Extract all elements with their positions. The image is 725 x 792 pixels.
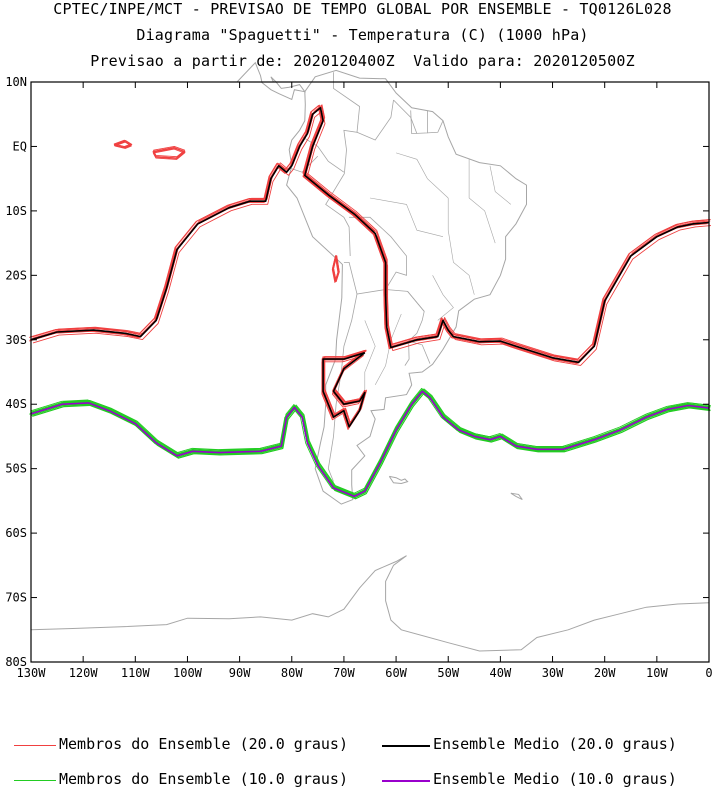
lon-tick-label: 100W [173, 666, 203, 680]
ensemble-member-20-island [331, 256, 339, 283]
coastline-south-america [286, 69, 527, 505]
lon-tick-label: 60W [385, 666, 407, 680]
country-border [356, 99, 394, 141]
legend-swatch-mean-20 [382, 745, 430, 747]
legend-swatch-members-20 [14, 745, 56, 746]
state-border [468, 159, 496, 244]
state-border [364, 320, 376, 398]
borders-layer [290, 72, 511, 482]
title-line-1: CPTEC/INPE/MCT - PREVISAO DE TEMPO GLOBA… [53, 0, 672, 18]
country-border [333, 72, 361, 174]
lon-tick-label: 110W [121, 666, 151, 680]
coastline-central-america [236, 61, 306, 101]
lon-tick-label: 10W [646, 666, 668, 680]
ensemble-member-20-island [114, 141, 132, 149]
lat-tick-label: 30S [5, 333, 27, 347]
lon-tick-label: 90W [229, 666, 251, 680]
ensemble-member-20 [30, 107, 709, 364]
map-frame [30, 81, 710, 663]
coastline-antarctica [30, 555, 710, 652]
ensemble-member-10 [30, 387, 709, 494]
country-border [290, 155, 319, 173]
lat-tick-label: 20S [5, 268, 27, 282]
ensemble-member-20 [29, 108, 708, 364]
state-border [447, 198, 475, 295]
legend-label-members-10: Membros do Ensemble (10.0 graus) [59, 770, 348, 788]
lat-tick-label: 70S [5, 591, 27, 605]
coastline-falklands [388, 475, 409, 485]
ensemble-member-20-island [113, 139, 132, 148]
ensemble-member-20 [31, 107, 710, 363]
state-border [369, 197, 444, 237]
country-border [404, 291, 425, 366]
lat-tick-label: 50S [5, 462, 27, 476]
lon-tick-label: 120W [69, 666, 99, 680]
lon-tick-label: 40W [490, 666, 512, 680]
members-20-layer [28, 104, 712, 430]
country-border [427, 120, 444, 134]
country-border [301, 136, 345, 173]
ensemble-member-20 [30, 106, 710, 363]
state-border [374, 313, 402, 386]
lat-tick-label: 80S [5, 655, 27, 669]
ensemble-member-20 [29, 104, 708, 361]
lat-tick-label: 10N [5, 75, 27, 89]
title-line-3: Previsao a partir de: 2020120400Z Valido… [90, 52, 635, 70]
country-border [410, 110, 428, 135]
country-border [349, 216, 407, 290]
ensemble-mean-layer [30, 107, 710, 498]
ensemble-member-10 [32, 393, 711, 500]
legend-label-mean-10: Ensemble Medio (10.0 graus) [433, 770, 677, 788]
state-border [489, 165, 511, 205]
legend-swatch-mean-10 [382, 780, 430, 782]
lon-tick-label: 50W [437, 666, 459, 680]
legend-label-members-20: Membros do Ensemble (20.0 graus) [59, 735, 348, 753]
lon-tick-label: 130W [17, 666, 47, 680]
country-border [325, 173, 351, 257]
state-border [396, 152, 449, 199]
title-line-2: Diagrama "Spaguetti" - Temperatura (C) (… [136, 26, 589, 44]
ensemble-member-20 [30, 107, 709, 364]
lon-tick-label: 70W [333, 666, 355, 680]
lon-tick-label: 30W [542, 666, 564, 680]
lon-tick-label: 0 [705, 666, 712, 680]
state-border [432, 275, 454, 321]
ensemble-member-20-island [152, 148, 185, 160]
country-border [408, 340, 431, 364]
legend-swatch-members-10 [14, 780, 56, 781]
coastlines-layer [30, 61, 710, 652]
legend-label-mean-20: Ensemble Medio (20.0 graus) [433, 735, 677, 753]
lat-tick-label: 40S [5, 397, 27, 411]
lon-tick-label: 20W [594, 666, 616, 680]
coastline-south-georgia [510, 492, 523, 501]
lat-tick-label: 60S [5, 526, 27, 540]
country-border [393, 99, 418, 134]
ensemble-member-20-island [153, 147, 186, 159]
ensemble-member-20-loop [321, 354, 365, 430]
ensemble-member-20-island [333, 255, 340, 282]
ensemble-mean-10 [30, 390, 710, 498]
country-border [327, 293, 358, 482]
ensemble-member-20 [29, 108, 708, 364]
lat-tick-label: EQ [13, 139, 27, 153]
ensemble-member-20 [32, 105, 711, 362]
ensemble-mean-20-loop [322, 351, 366, 428]
ensemble-mean-20 [30, 107, 710, 364]
ensemble-member-20-loop [321, 353, 365, 429]
ensemble-member-20 [32, 110, 712, 366]
lon-tick-label: 80W [281, 666, 303, 680]
lat-tick-label: 10S [5, 204, 27, 218]
